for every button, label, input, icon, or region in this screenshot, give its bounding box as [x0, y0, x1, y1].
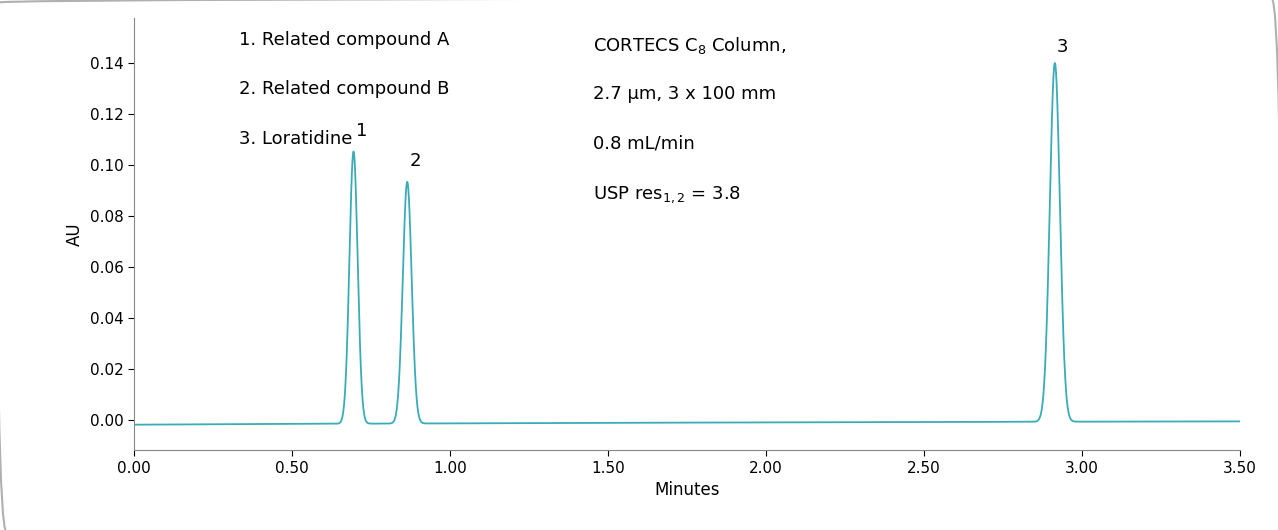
- X-axis label: Minutes: Minutes: [654, 481, 720, 499]
- Text: 1. Related compound A: 1. Related compound A: [239, 31, 450, 49]
- Text: 1: 1: [357, 122, 368, 140]
- Text: 3. Loratidine: 3. Loratidine: [239, 130, 353, 148]
- Text: 3: 3: [1057, 38, 1068, 56]
- Y-axis label: AU: AU: [66, 222, 84, 246]
- Text: 0.8 mL/min: 0.8 mL/min: [593, 135, 694, 153]
- Text: 2.7 μm, 3 x 100 mm: 2.7 μm, 3 x 100 mm: [593, 85, 776, 103]
- Text: CORTECS C$_8$ Column,: CORTECS C$_8$ Column,: [593, 35, 786, 56]
- Text: USP res$_{1,2}$ = 3.8: USP res$_{1,2}$ = 3.8: [593, 184, 740, 205]
- Text: 2. Related compound B: 2. Related compound B: [239, 81, 450, 99]
- Text: 2: 2: [410, 152, 422, 170]
